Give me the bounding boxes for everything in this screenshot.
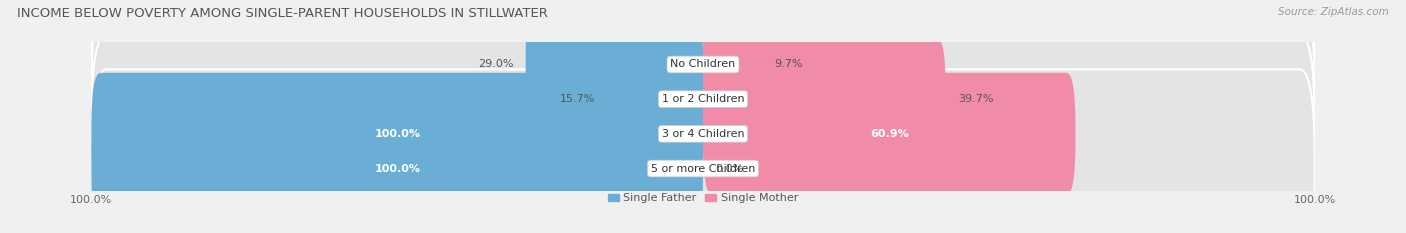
Text: 100.0%: 100.0% bbox=[374, 164, 420, 174]
Text: 0.0%: 0.0% bbox=[716, 164, 744, 174]
Text: Source: ZipAtlas.com: Source: ZipAtlas.com bbox=[1278, 7, 1389, 17]
FancyBboxPatch shape bbox=[91, 0, 1315, 198]
Text: No Children: No Children bbox=[671, 59, 735, 69]
FancyBboxPatch shape bbox=[91, 69, 1315, 233]
FancyBboxPatch shape bbox=[91, 73, 703, 195]
FancyBboxPatch shape bbox=[703, 38, 946, 160]
Text: 15.7%: 15.7% bbox=[560, 94, 595, 104]
Text: 3 or 4 Children: 3 or 4 Children bbox=[662, 129, 744, 139]
Legend: Single Father, Single Mother: Single Father, Single Mother bbox=[603, 189, 803, 208]
Text: 29.0%: 29.0% bbox=[478, 59, 513, 69]
FancyBboxPatch shape bbox=[91, 0, 1315, 164]
FancyBboxPatch shape bbox=[607, 38, 703, 160]
Text: 60.9%: 60.9% bbox=[870, 129, 908, 139]
FancyBboxPatch shape bbox=[526, 3, 703, 126]
Text: 39.7%: 39.7% bbox=[957, 94, 994, 104]
FancyBboxPatch shape bbox=[703, 3, 762, 126]
Text: 5 or more Children: 5 or more Children bbox=[651, 164, 755, 174]
FancyBboxPatch shape bbox=[91, 107, 703, 230]
Text: 100.0%: 100.0% bbox=[374, 129, 420, 139]
FancyBboxPatch shape bbox=[703, 73, 1076, 195]
Text: 1 or 2 Children: 1 or 2 Children bbox=[662, 94, 744, 104]
Text: 9.7%: 9.7% bbox=[775, 59, 803, 69]
Text: INCOME BELOW POVERTY AMONG SINGLE-PARENT HOUSEHOLDS IN STILLWATER: INCOME BELOW POVERTY AMONG SINGLE-PARENT… bbox=[17, 7, 548, 20]
FancyBboxPatch shape bbox=[91, 35, 1315, 233]
